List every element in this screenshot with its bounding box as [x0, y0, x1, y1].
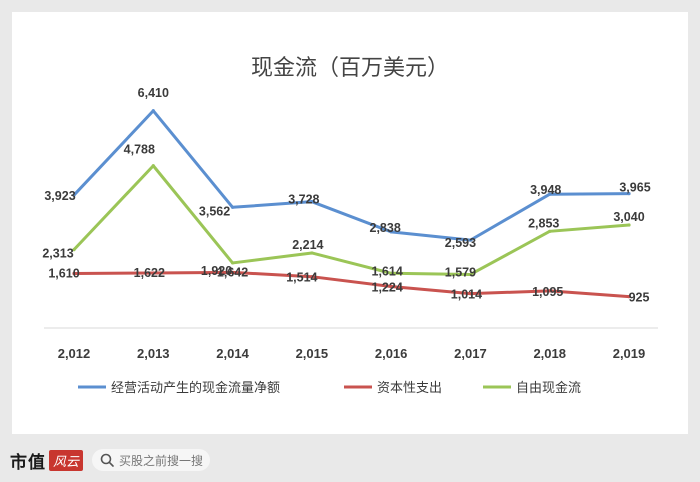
data-label: 2,214	[292, 238, 323, 252]
search-input[interactable]: 买股之前搜一搜	[92, 449, 210, 471]
legend: 经营活动产生的现金流量净额 资本性支出 自由现金流	[78, 380, 581, 396]
series-layer: 3,923 6,410 3,562 3,728 2,838 2,593 3,948 3,965…	[42, 86, 650, 305]
search-icon	[99, 452, 115, 468]
data-label: 1,622	[134, 266, 165, 280]
data-label: 3,965	[619, 181, 650, 195]
series-1: 3,923 6,410 3,562 3,728 2,838 2,593 3,948 3,965	[44, 86, 650, 250]
brand-seal: 风云	[49, 450, 83, 471]
brand-logo[interactable]: 市值 风云	[10, 449, 83, 471]
legend-label: 资本性支出	[377, 381, 442, 396]
data-label: 925	[629, 291, 650, 305]
brand-name: 市值	[10, 448, 46, 473]
data-label: 1,920	[201, 264, 232, 278]
data-label: 2,313	[42, 247, 73, 261]
data-label: 1,614	[372, 264, 403, 278]
legend-label: 自由现金流	[516, 380, 581, 396]
data-label: 1,579	[445, 265, 476, 279]
footer-bar: 市值 风云 买股之前搜一搜	[0, 440, 700, 482]
data-label: 3,923	[44, 189, 75, 203]
x-tick-label: 2,017	[454, 346, 487, 361]
x-tick-label: 2,018	[533, 346, 566, 361]
data-label: 3,948	[530, 183, 561, 197]
data-label: 4,788	[124, 143, 155, 157]
legend-item-3: 自由现金流	[483, 380, 581, 396]
search-placeholder: 买股之前搜一搜	[119, 452, 203, 469]
data-point	[231, 206, 234, 209]
chart-title: 现金流（百万美元）	[251, 56, 449, 81]
data-label: 2,838	[370, 221, 401, 235]
x-tick-label: 2,013	[137, 346, 170, 361]
x-tick-label: 2,012	[58, 346, 91, 361]
line-chart: 现金流（百万美元） 3,923 6,410 3,562 3,728 2,838 2,593…	[12, 12, 688, 434]
legend-label: 经营活动产生的现金流量净额	[111, 380, 280, 396]
x-tick-label: 2,016	[375, 346, 408, 361]
data-label: 3,728	[288, 193, 319, 207]
x-tick-label: 2,014	[216, 346, 249, 361]
x-tick-label: 2,015	[296, 346, 329, 361]
data-label: 3,562	[199, 204, 230, 218]
data-label: 1,014	[451, 288, 482, 302]
legend-item-2: 资本性支出	[344, 381, 442, 396]
data-label: 1,224	[372, 281, 403, 295]
chart-card: 现金流（百万美元） 3,923 6,410 3,562 3,728 2,838 2,593…	[12, 12, 688, 434]
x-tick-labels: 2,012 2,013 2,014 2,015 2,016 2,017 2,018 2,019	[58, 346, 646, 361]
legend-item-1: 经营活动产生的现金流量净额	[78, 380, 280, 396]
x-tick-label: 2,019	[613, 346, 646, 361]
data-label: 3,040	[613, 210, 644, 224]
data-label: 1,514	[286, 271, 317, 285]
data-label: 1,095	[532, 285, 563, 299]
data-label: 1,610	[48, 266, 79, 280]
data-label: 6,410	[138, 86, 169, 100]
data-label: 2,593	[445, 236, 476, 250]
data-point	[152, 164, 155, 167]
data-label: 2,853	[528, 216, 559, 230]
series-3: 2,313 4,788 1,920 2,214 1,614 1,579 2,853 3,040	[42, 143, 644, 280]
data-point	[152, 109, 155, 112]
